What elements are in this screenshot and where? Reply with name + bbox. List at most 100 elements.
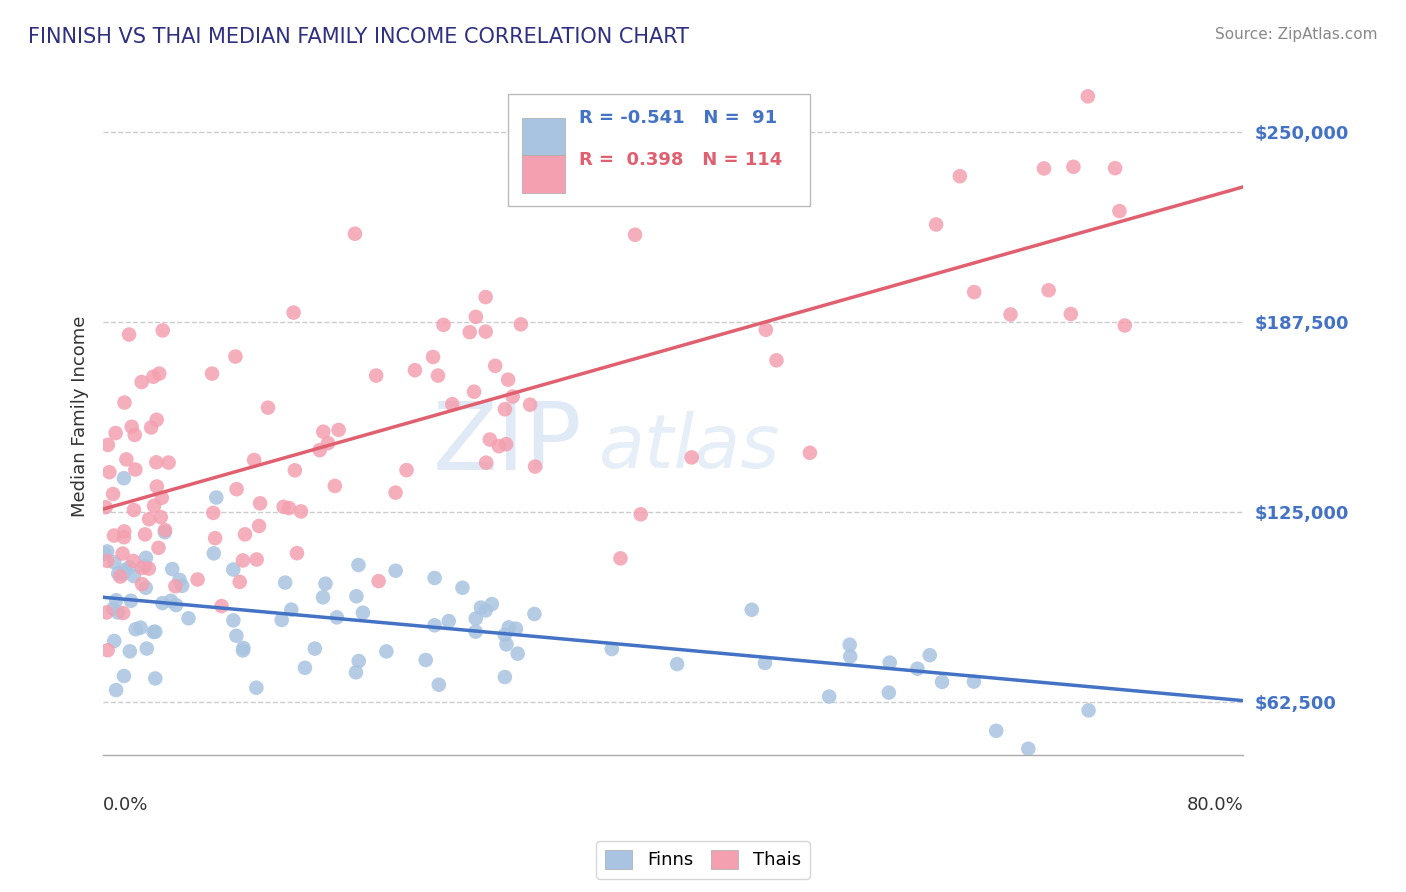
Point: [755, 323, 778, 337]
Point: [931, 674, 953, 689]
Point: [143, 624, 166, 639]
Point: [165, 579, 187, 593]
Point: [202, 506, 225, 520]
Text: ZIP: ZIP: [432, 398, 582, 490]
Point: [441, 397, 464, 411]
Point: [101, 602, 124, 616]
Point: [415, 653, 437, 667]
Point: [312, 425, 335, 439]
Point: [97, 438, 120, 452]
Point: [314, 576, 336, 591]
Point: [344, 589, 367, 603]
Point: [502, 390, 524, 404]
Point: [278, 501, 301, 516]
Point: [233, 527, 256, 541]
Point: [97, 643, 120, 657]
Point: [792, 180, 814, 194]
Point: [225, 482, 247, 496]
Point: [437, 614, 460, 628]
Point: [316, 436, 339, 450]
Point: [427, 678, 450, 692]
Point: [243, 453, 266, 467]
Point: [1108, 204, 1130, 219]
Point: [96, 544, 118, 558]
Point: [124, 428, 146, 442]
Point: [630, 508, 652, 522]
Point: [1104, 161, 1126, 175]
Point: [162, 562, 184, 576]
Point: [451, 581, 474, 595]
Point: [165, 598, 187, 612]
Point: [506, 647, 529, 661]
Point: [201, 367, 224, 381]
Point: [135, 641, 157, 656]
Point: [124, 462, 146, 476]
Point: [138, 561, 160, 575]
Point: [494, 402, 516, 417]
Point: [509, 318, 531, 332]
Point: [879, 656, 901, 670]
Point: [148, 541, 170, 555]
Point: [1077, 703, 1099, 717]
Point: [228, 574, 250, 589]
Point: [103, 634, 125, 648]
Point: [249, 496, 271, 510]
Point: [523, 607, 546, 621]
Point: [488, 439, 510, 453]
Point: [96, 554, 118, 568]
Point: [274, 575, 297, 590]
Point: [93, 547, 115, 561]
Point: [101, 487, 124, 501]
Point: [395, 463, 418, 477]
Point: [963, 674, 986, 689]
Point: [222, 562, 245, 576]
Point: [145, 413, 167, 427]
Point: [131, 577, 153, 591]
Point: [114, 563, 136, 577]
Point: [524, 459, 547, 474]
Point: [121, 419, 143, 434]
Point: [148, 367, 170, 381]
Text: FINNISH VS THAI MEDIAN FAMILY INCOME CORRELATION CHART: FINNISH VS THAI MEDIAN FAMILY INCOME COR…: [28, 27, 689, 46]
Point: [142, 369, 165, 384]
Point: [963, 285, 986, 299]
Point: [146, 479, 169, 493]
Point: [112, 606, 135, 620]
Point: [925, 218, 948, 232]
Point: [519, 398, 541, 412]
Point: [246, 552, 269, 566]
Point: [495, 637, 517, 651]
Point: [143, 672, 166, 686]
Point: [741, 603, 763, 617]
Point: [96, 606, 118, 620]
Point: [224, 350, 246, 364]
Point: [427, 368, 450, 383]
Point: [245, 681, 267, 695]
Text: 80.0%: 80.0%: [1187, 796, 1243, 814]
Point: [131, 561, 153, 575]
Point: [131, 375, 153, 389]
Point: [765, 353, 787, 368]
Text: 0.0%: 0.0%: [103, 796, 149, 814]
Point: [1060, 307, 1083, 321]
Point: [754, 656, 776, 670]
Point: [818, 690, 841, 704]
Point: [839, 649, 862, 664]
Point: [247, 519, 270, 533]
Point: [112, 471, 135, 485]
Point: [498, 620, 520, 634]
Y-axis label: Median Family Income: Median Family Income: [72, 316, 89, 517]
Point: [463, 384, 485, 399]
Point: [422, 350, 444, 364]
Point: [326, 610, 349, 624]
Text: Source: ZipAtlas.com: Source: ZipAtlas.com: [1215, 27, 1378, 42]
Point: [474, 603, 496, 617]
Point: [464, 624, 486, 639]
Point: [211, 599, 233, 613]
Point: [284, 463, 307, 477]
Point: [1114, 318, 1136, 333]
Point: [187, 573, 209, 587]
Point: [153, 525, 176, 540]
Point: [384, 485, 406, 500]
Point: [124, 622, 146, 636]
